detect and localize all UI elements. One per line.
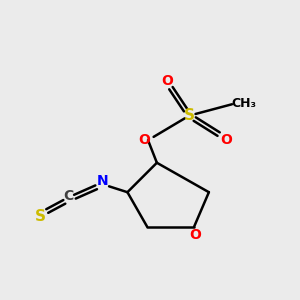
Text: O: O: [220, 133, 232, 147]
Text: O: O: [138, 133, 150, 147]
Text: S: S: [184, 108, 195, 123]
Text: O: O: [190, 228, 202, 242]
Text: CH₃: CH₃: [231, 98, 256, 110]
Text: S: S: [35, 209, 46, 224]
Text: C: C: [63, 189, 73, 203]
Text: O: O: [162, 74, 174, 88]
Text: N: N: [97, 174, 109, 188]
